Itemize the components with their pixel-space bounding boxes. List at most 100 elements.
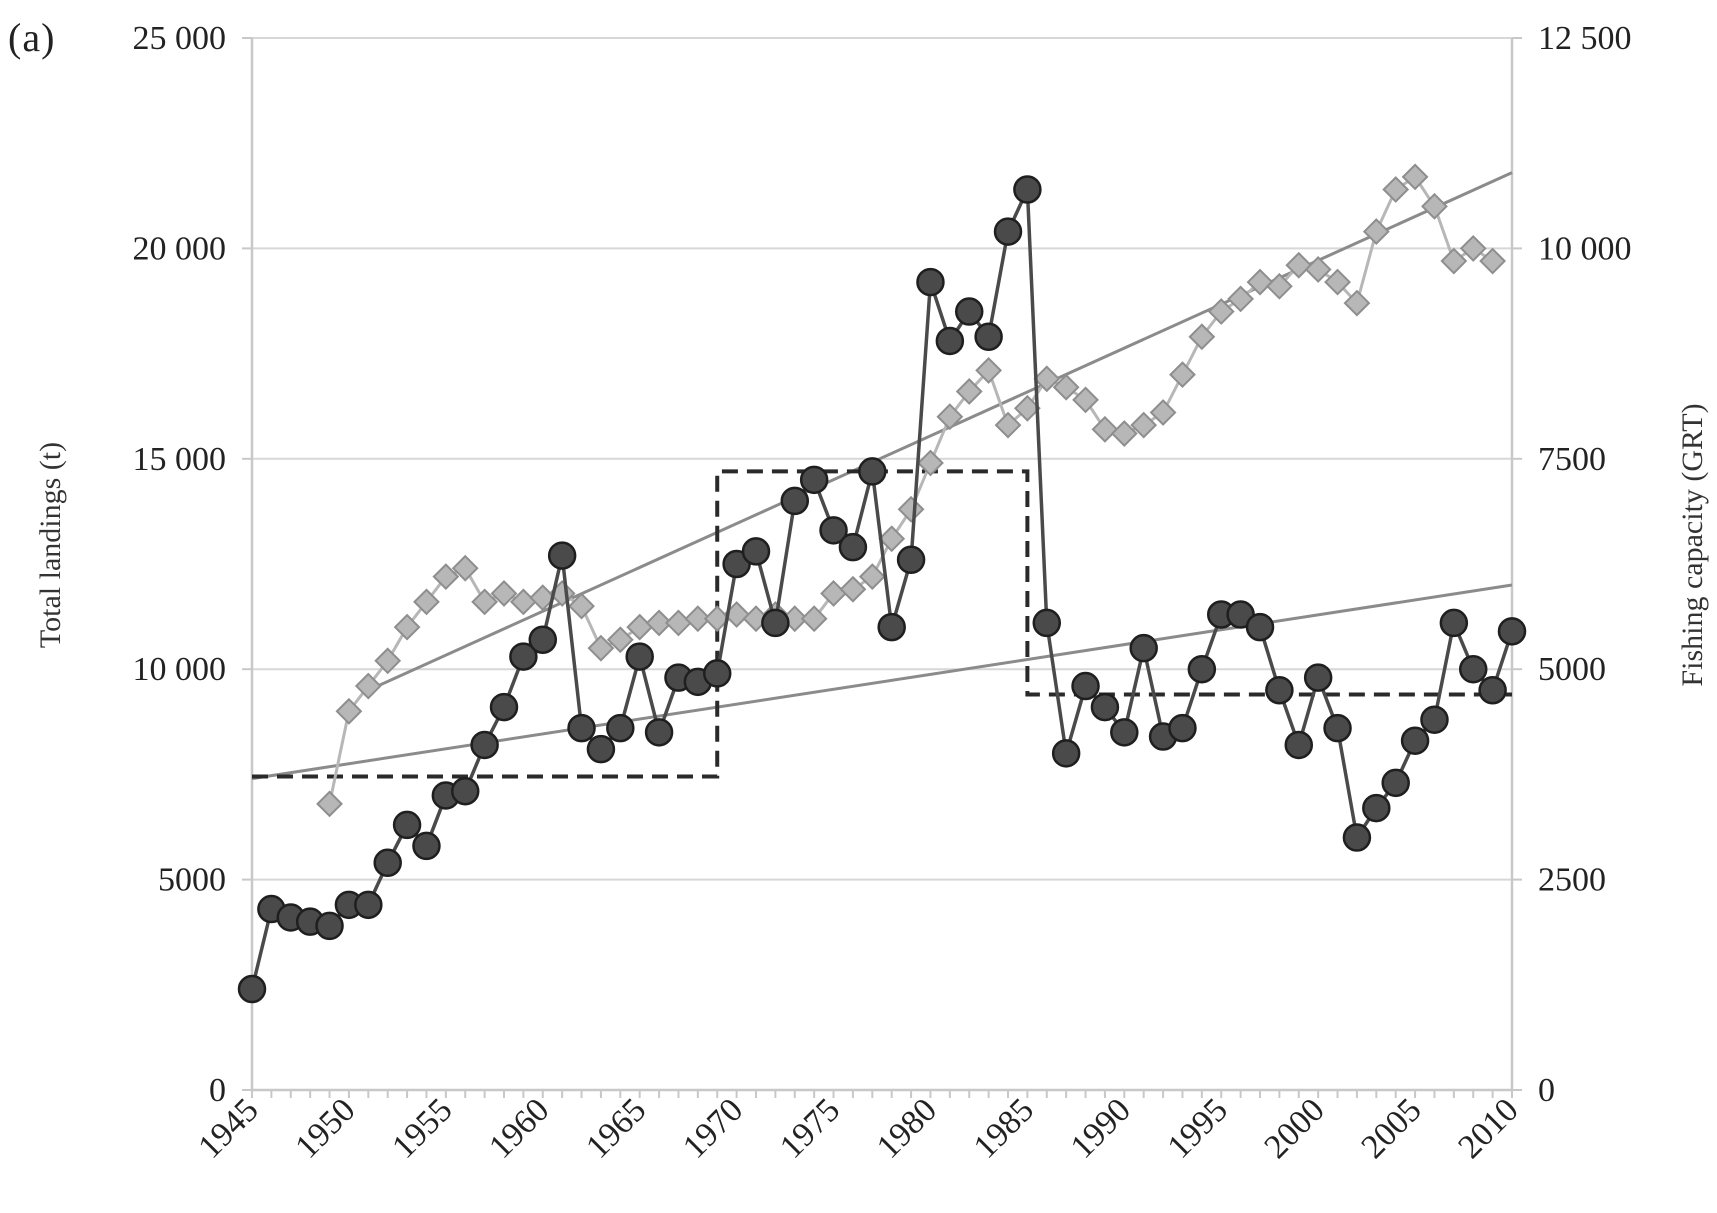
capacity-point: [1072, 386, 1099, 414]
landings-point: [567, 713, 596, 743]
capacity-point: [897, 495, 925, 523]
landings-point: [237, 974, 267, 1004]
capacity-point: [1304, 256, 1332, 283]
landings-point: [858, 457, 887, 486]
capacity-point: [1110, 420, 1138, 447]
y-tick-label-right: 0: [1538, 1072, 1555, 1109]
landings-point: [606, 713, 635, 743]
y-tick-label-right: 5000: [1538, 651, 1606, 688]
landings-point: [1362, 793, 1391, 823]
capacity-point: [471, 588, 499, 616]
landings-point: [1265, 675, 1294, 705]
capacity-point: [1459, 234, 1487, 262]
landings-series-line: [250, 188, 1514, 990]
y-tick-label-left: 0: [209, 1072, 226, 1109]
landings-point: [1478, 675, 1507, 705]
capacity-point: [1091, 415, 1119, 443]
trend-line: [251, 583, 1513, 781]
capacity-point: [820, 580, 847, 607]
y-tick-label-right: 10 000: [1538, 230, 1632, 267]
x-tick-label: 1950: [288, 1091, 362, 1165]
capacity-point: [587, 634, 615, 662]
capacity-point: [1227, 285, 1255, 313]
y-tick-label-right: 12 500: [1538, 20, 1632, 57]
landings-point: [412, 831, 441, 861]
landings-point: [761, 608, 790, 638]
y-tick-label-right: 7500: [1538, 441, 1606, 478]
capacity-point: [645, 609, 673, 637]
capacity-point: [451, 554, 479, 582]
landings-point: [1071, 671, 1100, 701]
landings-point: [1245, 612, 1275, 642]
capacity-point: [1169, 361, 1196, 389]
landings-point: [528, 625, 558, 654]
trend-layer: [251, 171, 1513, 781]
y-tick-label-left: 15 000: [133, 441, 227, 478]
capacity-point: [1188, 323, 1216, 351]
x-tick-label: 1970: [676, 1091, 750, 1165]
capacity-point: [878, 525, 906, 553]
x-tick-label: 1960: [482, 1091, 556, 1165]
capacity-point: [1440, 247, 1468, 275]
landings-point: [373, 848, 402, 878]
landings-point: [993, 217, 1023, 246]
capacity-point: [1324, 268, 1351, 296]
capacity-point: [1207, 298, 1235, 325]
landings-point: [470, 730, 499, 760]
capacity-point: [413, 588, 440, 616]
landings-point: [1497, 617, 1527, 646]
landings-point: [1284, 730, 1314, 760]
landings-point: [1303, 663, 1333, 692]
capacity-point: [626, 613, 654, 641]
axes-layer: [242, 37, 1522, 1098]
capacity-point: [1382, 176, 1410, 203]
capacity-point: [1362, 218, 1390, 245]
landings-point: [838, 532, 868, 562]
capacity-point: [354, 672, 382, 700]
landings-point: [1013, 175, 1042, 204]
capacity-point: [1130, 411, 1158, 439]
landings-point: [896, 545, 926, 575]
landings-point: [644, 718, 674, 747]
y-axis-title-right: Fishing capacity (GRT): [1676, 403, 1709, 686]
capacity-point: [975, 357, 1003, 384]
capacity-point: [684, 605, 712, 633]
landings-point: [392, 810, 422, 840]
capacity-point: [800, 605, 828, 633]
landings-point: [954, 297, 984, 326]
landings-point: [625, 642, 654, 671]
capacity-point: [665, 609, 692, 637]
grid-layer: [252, 37, 1512, 1091]
landings-point: [450, 776, 480, 806]
landings-point: [1168, 713, 1197, 743]
landings-point: [1323, 713, 1352, 743]
landings-point: [1129, 633, 1158, 663]
y-tick-label-left: 20 000: [133, 230, 227, 267]
x-tick-label: 1990: [1064, 1091, 1138, 1165]
x-tick-label: 1955: [385, 1091, 459, 1165]
capacity-point: [335, 697, 363, 725]
capacity-point: [917, 449, 944, 477]
y-tick-label-left: 10 000: [133, 651, 227, 688]
y-tick-label-left: 25 000: [133, 20, 227, 57]
y-tick-label-left: 5000: [158, 862, 226, 899]
capacity-point: [1149, 399, 1177, 426]
x-tick-label: 1965: [579, 1091, 653, 1165]
capacity-point: [839, 575, 867, 603]
x-tick-label: 1985: [967, 1091, 1041, 1165]
capacity-point: [490, 580, 518, 607]
capacity-point: [1265, 272, 1293, 300]
panel-label: (a): [8, 15, 56, 60]
capacity-point: [432, 563, 460, 591]
x-tick-label: 1945: [191, 1091, 265, 1165]
capacity-point: [936, 403, 964, 431]
landings-point: [354, 890, 383, 920]
landings-point: [1342, 823, 1372, 852]
capacity-point: [316, 790, 343, 818]
landings-point: [489, 692, 519, 722]
capacity-point: [858, 563, 886, 591]
capacity-point: [393, 613, 421, 641]
capacity-point: [1246, 268, 1274, 296]
